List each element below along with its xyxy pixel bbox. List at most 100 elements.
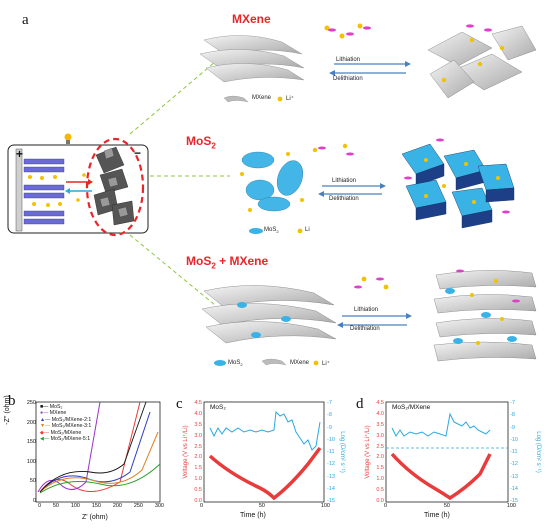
combo-lithiation-label: Lithiation [354,307,379,313]
panel-b-xtick: 250 [133,503,143,509]
panel-d-ytick-left: 0.5 [376,487,384,493]
panel-d-xlabel: Time (h) [424,512,450,519]
diffusion-curve-c [209,410,321,451]
combo-title: MoS2 + MXene [186,254,269,271]
panel-d-yticks-left: 0.0 0.5 1.0 1.5 2.0 2.5 3.0 3.5 4.0 4.5 [370,400,384,504]
panel-b-ylabel: -Z'' (ohm) [4,395,11,425]
panel-c-ylabel-right: Log (D/cm² s⁻¹) [339,431,345,473]
voltage-curve-c [208,446,322,501]
plus-sign: + [16,147,24,161]
panel-b-ytick: 200 [26,419,36,426]
series-3-1 [39,431,159,493]
panel-c-frame [203,401,325,503]
panel-b-legend: ■— MoS₂ ●— MXene ▲— MoS₂/MXene-2:1 ▼— Mo… [40,404,91,442]
mos2-legend-mos2: MoS2 [264,227,279,235]
panel-d-ytick-left: 2.0 [376,454,384,461]
panel-d-ytick-left: 4.5 [376,400,384,406]
panel-b-ytick: 100 [26,458,36,465]
panel-d-chart [385,401,509,503]
panel-c-ytick-left: 0.5 [194,487,202,493]
panel-d-ytick-right: -12 [510,461,518,468]
panel-d-xtick: 50 [443,503,450,509]
mos2-lithiation-label: Lithiation [332,178,357,184]
legend-item: ◀— MoS₂/MXene-5:1 [40,436,91,443]
panel-d-ytick-left: 3.5 [376,421,384,428]
panel-c-ytick-left: 3.0 [194,432,202,439]
panel-d-frame [385,401,509,503]
panel-c-ytick-left: 2.0 [194,454,202,461]
panel-c-ytick-right: -11 [327,449,335,455]
panel-d-ylabel-right: Log (D/cm² s⁻¹) [535,431,541,473]
panel-d-label: MoS₂/MXene [392,404,431,411]
panel-c-chart [203,401,325,503]
panel-d-ylabel-left: Voltage (V vs Li⁺/Li) [365,425,371,479]
panel-d-ytick-right: -15 [510,498,518,504]
mxene-legend-mxene: MXene [252,95,272,101]
panel-c-ytick-left: 3.5 [194,421,202,428]
panel-c-ytick-right: -12 [327,461,335,468]
legend-item: ■— MoS₂ [40,404,63,410]
mos2-delithiation-label: Delithiation [329,196,359,202]
panel-d-ytick-left: 3.0 [376,432,384,439]
panel-b-ytick: 150 [26,439,36,446]
panel-b-xlabel: Z' (ohm) [82,514,108,521]
panel-b-yticks: 0 50 100 150 200 250 [24,400,36,504]
panel-a-letter: a [22,12,29,28]
panel-b-xtick: 0 [38,503,42,509]
panel-d-xticks: 0 50 100 [384,503,516,509]
panel-c-ytick-right: -10 [327,436,335,443]
mos2-legend-li: Li [305,227,310,233]
diffusion-curve-d [391,412,491,437]
panel-d-ytick-left: 1.0 [376,476,384,483]
panel-c-ytick-left: 1.0 [194,476,202,483]
panel-d-ytick-right: -11 [510,449,518,455]
highlight-ellipse [85,137,145,237]
panel-d-ytick-right: -14 [510,485,518,492]
panel-b-xtick: 150 [91,503,101,509]
mxene-illustration [199,23,537,103]
panel-c-ytick-right: -8 [327,412,332,419]
bulb-icon [64,133,72,141]
panel-d-ytick-right: -8 [510,412,515,419]
legend-item: ▲— MoS₂/MXene-2:1 [40,416,92,423]
panel-c-label: MoS₂ [210,404,226,411]
panel-c-ytick-left: 2.5 [194,443,202,450]
panel-b-xtick: 300 [154,503,164,509]
combo-legend-li: Li⁺ [322,361,330,367]
panel-c-ylabel-left: Voltage (V vs Li⁺/Li) [183,425,189,479]
panel-d-xtick: 100 [506,503,516,509]
panel-c-ytick-left: 4.0 [194,410,202,417]
combo-delithiation-label: Delithiation [350,326,380,332]
panel-c-ytick-right: -13 [327,473,335,480]
panel-d-ytick-left: 0.0 [376,497,384,504]
series-5-1 [39,463,161,494]
panel-c-ytick-right: -14 [327,485,335,492]
legend-item: ●— MXene [40,410,67,417]
panel-b-ytick: 250 [26,400,36,406]
minus-sign: − [134,146,142,160]
panel-d-ytick-right: -7 [510,400,515,406]
panel-c-xtick: 0 [200,503,204,509]
combo-legend-mos2: MoS2 [228,360,243,368]
panel-b-letter: b [8,393,16,409]
panel-c-ytick-left: 1.5 [194,465,202,472]
combo-illustration [201,269,537,366]
panel-c-xtick: 50 [258,503,265,509]
panel-c-xlabel: Time (h) [240,512,266,519]
panel-c-yticks-left: 0.0 0.5 1.0 1.5 2.0 2.5 3.0 3.5 4.0 4.5 [188,400,202,504]
panel-c-ytick-left: 0.0 [194,497,202,504]
panel-d-ytick-left: 4.0 [376,410,384,417]
connector-lines [129,61,230,306]
panel-d-ytick-left: 2.5 [376,443,384,450]
combo-legend-mxene: MXene [290,360,310,366]
panel-c-letter: c [176,396,183,412]
battery-schematic [7,133,149,237]
panel-d-ytick-right: -9 [510,424,515,431]
panel-b-xtick: 100 [70,503,80,509]
panel-b-xticks: 0 50 100 150 200 250 300 [38,503,164,509]
mxene-lithiation-label: Lithiation [336,57,361,63]
mos2-illustration [240,138,515,234]
panel-b-chart [35,401,161,503]
panel-d-letter: d [356,396,364,412]
mos2-title: MoS2 [186,134,216,151]
